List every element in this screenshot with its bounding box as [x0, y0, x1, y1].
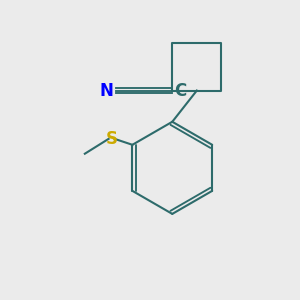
Text: C: C: [174, 82, 186, 100]
Text: N: N: [100, 82, 114, 100]
Text: S: S: [106, 130, 118, 148]
